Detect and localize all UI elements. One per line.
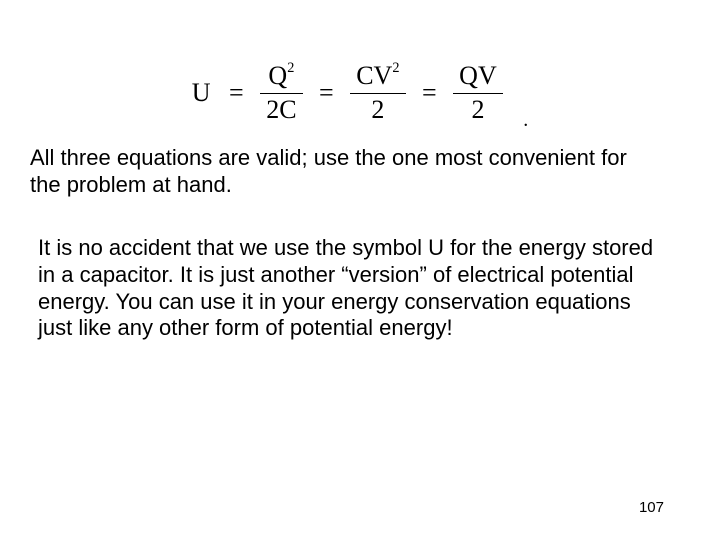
equals-sign-3: =	[422, 78, 437, 108]
equation-lhs: U	[192, 78, 211, 108]
equation-container: U = Q2 2C = CV2 2 = QV 2 .	[0, 62, 720, 124]
fraction-term-2: CV2 2	[350, 62, 405, 124]
paragraph-1: All three equations are valid; use the o…	[30, 145, 660, 199]
slide-page: U = Q2 2C = CV2 2 = QV 2 . All three equ…	[0, 0, 720, 540]
term1-num-base: Q	[268, 61, 287, 90]
term1-numerator: Q2	[260, 62, 302, 94]
page-number: 107	[639, 499, 664, 516]
term3-numerator: QV	[453, 62, 503, 94]
term2-num-exp: 2	[392, 60, 399, 76]
equals-sign-2: =	[319, 78, 334, 108]
fraction-term-3: QV 2	[453, 62, 503, 124]
term3-denominator: 2	[453, 94, 503, 125]
equals-sign-1: =	[229, 78, 244, 108]
capacitor-energy-equation: U = Q2 2C = CV2 2 = QV 2 .	[192, 62, 528, 124]
term2-denominator: 2	[350, 94, 405, 125]
term1-num-exp: 2	[287, 60, 294, 76]
term2-num-base: CV	[356, 61, 392, 90]
fraction-term-1: Q2 2C	[260, 62, 302, 124]
term1-denominator: 2C	[260, 94, 302, 125]
term2-numerator: CV2	[350, 62, 405, 94]
paragraph-2: It is no accident that we use the symbol…	[38, 235, 668, 342]
equation-period: .	[523, 109, 528, 132]
